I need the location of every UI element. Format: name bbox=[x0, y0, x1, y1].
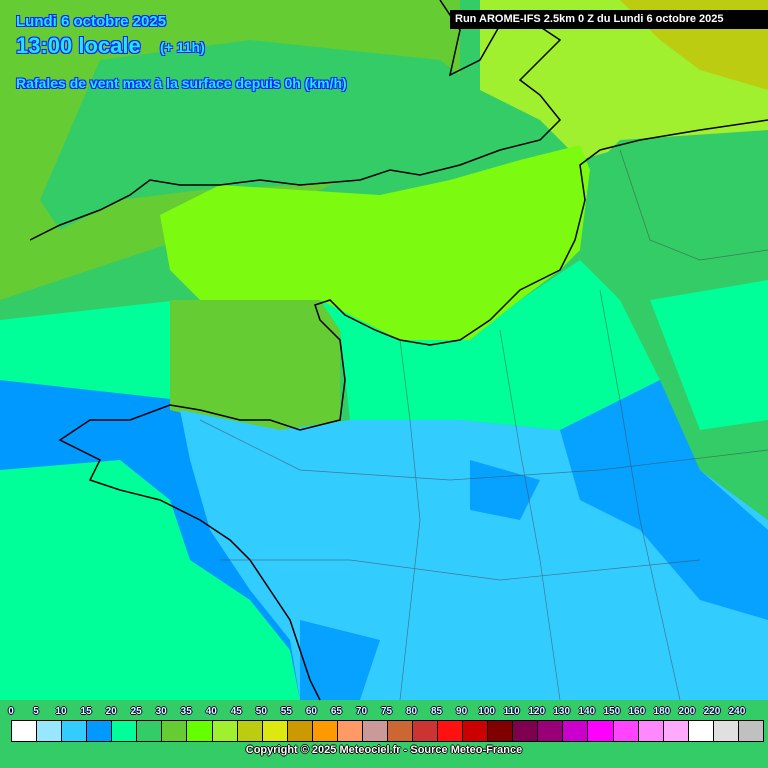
legend-label: 5 bbox=[33, 706, 39, 717]
legend-label: 180 bbox=[653, 706, 671, 717]
legend-label: 75 bbox=[380, 706, 393, 717]
legend-label: 35 bbox=[180, 706, 192, 717]
color-legend bbox=[11, 720, 764, 742]
channel-field bbox=[160, 145, 590, 345]
legend-swatch bbox=[37, 721, 63, 741]
legend-label: 40 bbox=[205, 706, 217, 717]
legend-label: 30 bbox=[155, 706, 167, 717]
legend-label: 85 bbox=[431, 706, 443, 717]
legend-swatch bbox=[287, 721, 313, 741]
legend-label: 45 bbox=[230, 706, 242, 717]
legend-swatch bbox=[538, 721, 564, 741]
legend-label: 110 bbox=[503, 706, 520, 717]
parameter-title: Rafales de vent max à la surface depuis … bbox=[16, 75, 347, 91]
legend-label: 200 bbox=[678, 706, 696, 717]
legend-swatch bbox=[362, 721, 388, 741]
legend-swatch bbox=[312, 721, 338, 741]
legend-label: 90 bbox=[456, 706, 468, 717]
legend-label: 240 bbox=[728, 706, 746, 717]
legend-swatch bbox=[387, 721, 413, 741]
legend-swatch bbox=[688, 721, 714, 741]
france-blue-patches bbox=[300, 380, 768, 700]
legend-swatch bbox=[137, 721, 163, 741]
legend-label: 160 bbox=[628, 706, 646, 717]
legend-swatch bbox=[262, 721, 288, 741]
legend-swatch bbox=[12, 721, 38, 741]
legend-label: 70 bbox=[355, 706, 368, 717]
forecast-local-time: 13:00 locale bbox=[16, 33, 141, 58]
legend-swatch bbox=[438, 721, 464, 741]
copyright: Copyright © 2025 Meteociel.fr - Source M… bbox=[245, 744, 523, 756]
east-green-patches bbox=[650, 280, 768, 430]
legend-swatch bbox=[413, 721, 439, 741]
legend-swatch bbox=[237, 721, 263, 741]
legend-swatch bbox=[638, 721, 664, 741]
legend-swatch bbox=[663, 721, 689, 741]
england-south-field bbox=[40, 40, 600, 230]
legend-label: 25 bbox=[130, 706, 142, 717]
legend-label: 100 bbox=[478, 706, 495, 717]
brittany-field bbox=[170, 300, 340, 430]
legend-label: 15 bbox=[80, 706, 92, 717]
legend-swatch bbox=[212, 721, 238, 741]
legend-label: 10 bbox=[55, 706, 67, 717]
legend-label: 140 bbox=[578, 706, 596, 717]
legend-swatch bbox=[563, 721, 589, 741]
legend-label: 120 bbox=[528, 706, 546, 717]
legend-swatch bbox=[337, 721, 363, 741]
legend-label: 150 bbox=[603, 706, 621, 717]
atlantic-south-field bbox=[0, 460, 300, 700]
legend-labels: 0 5 10 15 20 25 30 35 40 45 50 55 60 65 70 75 80 85 90 100 1… bbox=[8, 706, 764, 718]
normandy-field bbox=[320, 260, 660, 430]
legend-label: 130 bbox=[553, 706, 571, 717]
legend-swatch bbox=[588, 721, 614, 741]
legend-swatch bbox=[112, 721, 138, 741]
forecast-date: Lundi 6 octobre 2025 bbox=[16, 13, 167, 30]
legend-swatch bbox=[488, 721, 514, 741]
legend-swatch bbox=[463, 721, 489, 741]
legend-swatch bbox=[513, 721, 539, 741]
legend-swatch bbox=[613, 721, 639, 741]
forecast-lead-time: (+ 11h) bbox=[160, 39, 205, 55]
legend-swatch bbox=[62, 721, 88, 741]
legend-label: 60 bbox=[305, 706, 317, 717]
atlantic-green-band bbox=[0, 300, 180, 410]
legend-label: 0 bbox=[8, 706, 14, 717]
admin-borders bbox=[199, 149, 768, 701]
legend-label: 220 bbox=[703, 706, 721, 717]
legend-swatch bbox=[187, 721, 213, 741]
legend-label: 65 bbox=[330, 706, 342, 717]
france-coastline bbox=[58, 119, 768, 701]
legend-swatch bbox=[738, 721, 763, 741]
legend-swatch bbox=[162, 721, 188, 741]
legend-label: 50 bbox=[255, 706, 267, 717]
legend-swatch bbox=[713, 721, 739, 741]
model-run-label: Run AROME-IFS 2.5km 0 Z du Lundi 6 octob… bbox=[450, 10, 768, 29]
legend-label: 55 bbox=[280, 706, 292, 717]
legend-label: 80 bbox=[405, 706, 418, 717]
legend-swatch bbox=[87, 721, 113, 741]
legend-label: 20 bbox=[105, 706, 117, 717]
